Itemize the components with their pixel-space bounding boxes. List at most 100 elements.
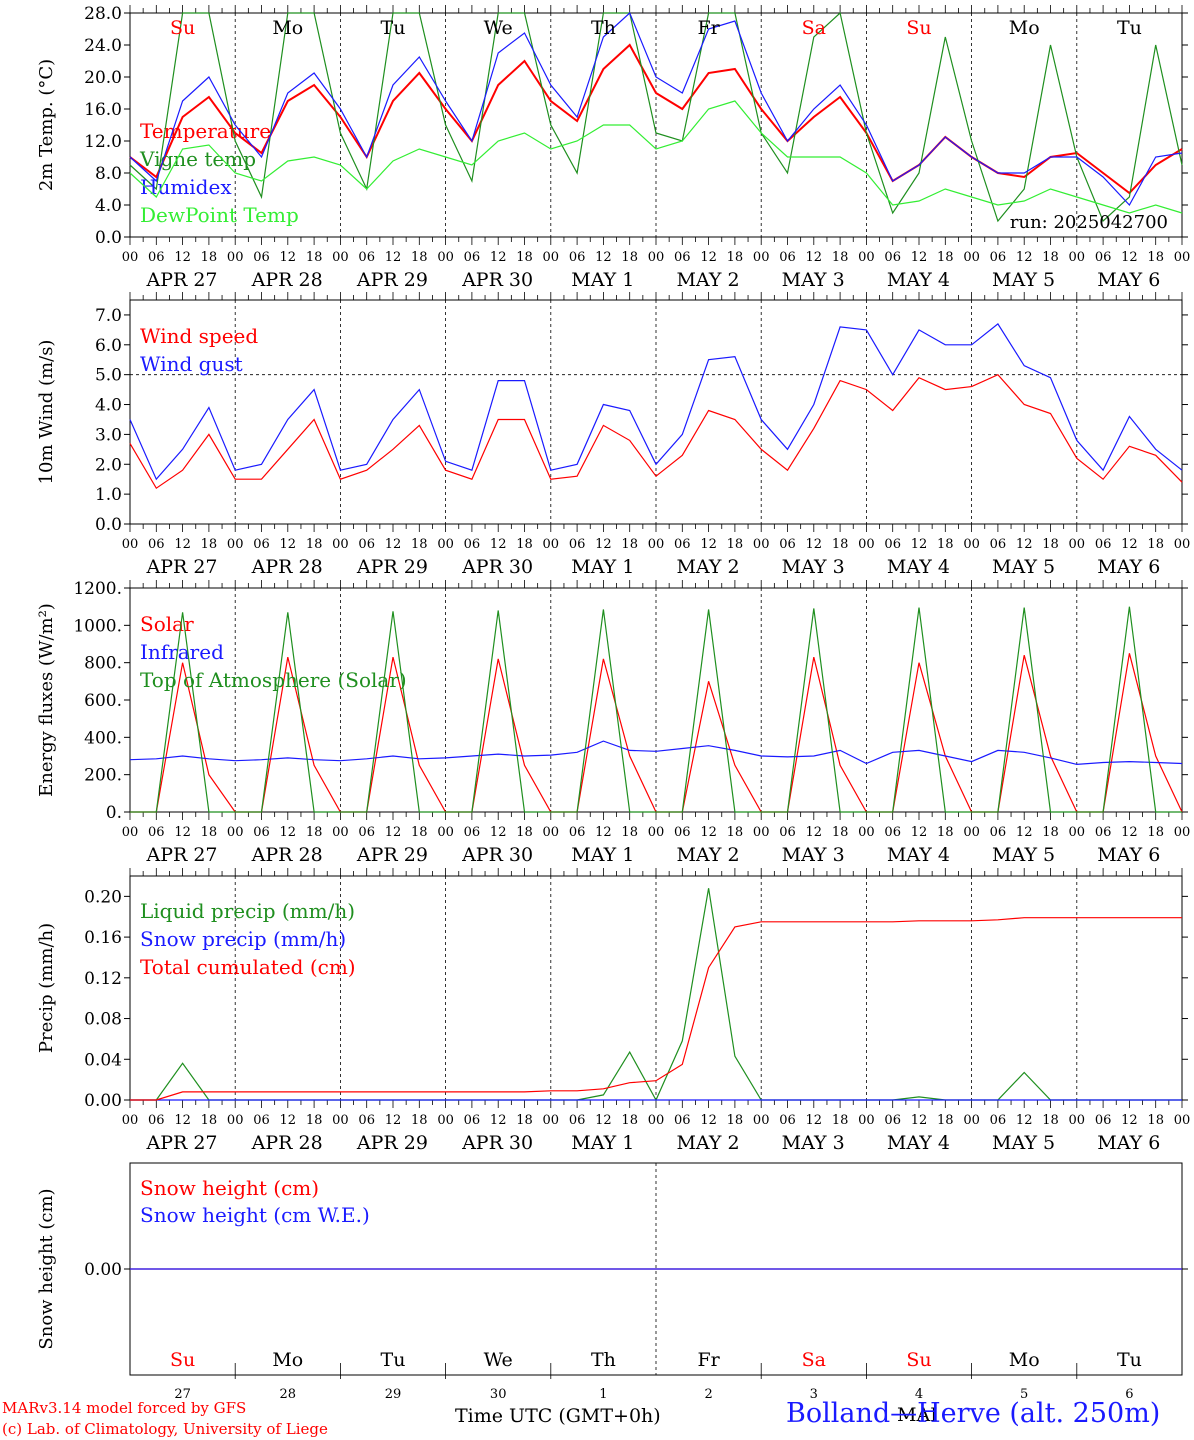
x-hour-label: 18 [201, 537, 218, 552]
x-hour-label: 00 [963, 825, 980, 840]
x-date-label: MAY 3 [782, 556, 845, 578]
x-hour-label: 18 [516, 1113, 533, 1128]
x-hour-label: 06 [464, 537, 481, 552]
legend-entry: Liquid precip (mm/h) [140, 899, 355, 923]
x-hour-label: 12 [806, 825, 823, 840]
x-hour-label: 06 [253, 537, 270, 552]
x-hour-label: 12 [280, 825, 297, 840]
x-date-label: MAY 1 [571, 1132, 634, 1154]
x-hour-label: 12 [490, 1113, 507, 1128]
x-hour-label: 00 [963, 537, 980, 552]
legend-entry: DewPoint Temp [140, 203, 299, 227]
y-tick-label: 0. [106, 803, 122, 823]
legend-entry: Vigne temp [139, 147, 256, 171]
x-date-label: MAY 3 [782, 844, 845, 866]
day-number-label: 28 [280, 1387, 297, 1402]
y-tick-label: 0.20 [84, 887, 122, 907]
time-axis-label: Time UTC (GMT+0h) [455, 1405, 661, 1427]
station-title: Bolland—Herve (alt. 250m) [786, 1398, 1161, 1429]
x-date-label: APR 30 [461, 844, 533, 866]
x-date-label: MAY 5 [992, 844, 1055, 866]
y-axis-label: 10m Wind (m/s) [36, 340, 57, 485]
x-hour-label: 06 [674, 825, 691, 840]
weekday-label: Th [591, 17, 616, 39]
x-hour-label: 06 [1095, 825, 1112, 840]
x-date-label: MAY 2 [676, 1132, 739, 1154]
y-tick-label: 1.0 [95, 485, 122, 505]
x-hour-label: 00 [858, 250, 875, 265]
x-hour-label: 00 [1174, 825, 1191, 840]
x-hour-label: 12 [806, 250, 823, 265]
weekday-label: Tu [1117, 17, 1142, 39]
weekday-label: We [484, 1349, 513, 1371]
x-hour-label: 12 [385, 250, 402, 265]
x-date-label: APR 29 [356, 1132, 428, 1154]
x-hour-label: 18 [201, 1113, 218, 1128]
x-hour-label: 12 [280, 1113, 297, 1128]
x-date-label: APR 27 [145, 269, 217, 291]
x-hour-label: 12 [174, 537, 191, 552]
series-line-temperature [129, 43, 1183, 195]
x-hour-label: 06 [674, 1113, 691, 1128]
day-number-label: 2 [704, 1387, 712, 1402]
x-hour-label: 18 [832, 825, 849, 840]
x-hour-label: 00 [543, 1113, 560, 1128]
x-hour-label: 00 [122, 537, 139, 552]
x-hour-label: 00 [227, 537, 244, 552]
x-hour-label: 00 [437, 825, 454, 840]
x-hour-label: 00 [122, 1113, 139, 1128]
series-line-wind-speed [129, 373, 1183, 490]
x-hour-label: 18 [411, 537, 428, 552]
legend-entry: Top of Atmosphere (Solar) [140, 668, 407, 692]
x-hour-label: 00 [1174, 1113, 1191, 1128]
day-number-label: 5 [1020, 1387, 1028, 1402]
x-hour-label: 00 [963, 1113, 980, 1128]
x-hour-label: 06 [358, 1113, 375, 1128]
x-hour-label: 18 [937, 250, 954, 265]
y-tick-label: 3.0 [95, 425, 122, 445]
y-tick-label: 4.0 [95, 196, 122, 216]
x-hour-label: 12 [1121, 825, 1138, 840]
x-date-label: MAY 3 [782, 1132, 845, 1154]
plot-frame [129, 587, 1183, 813]
x-date-label: APR 28 [251, 1132, 323, 1154]
x-hour-label: 12 [280, 250, 297, 265]
x-hour-label: 06 [358, 537, 375, 552]
x-hour-label: 12 [490, 825, 507, 840]
x-hour-label: 06 [1095, 250, 1112, 265]
x-date-label: MAY 1 [571, 844, 634, 866]
weekday-label: Mo [272, 17, 303, 39]
x-date-label: MAY 4 [887, 556, 950, 578]
y-tick-label: 1000. [73, 616, 122, 636]
x-hour-label: 18 [1147, 537, 1164, 552]
legend-entry: Temperature [140, 119, 271, 143]
day-number-label: 1 [599, 1387, 607, 1402]
y-tick-label: 0.16 [84, 928, 122, 948]
x-hour-label: 12 [490, 250, 507, 265]
x-hour-label: 12 [1121, 250, 1138, 265]
series-line-dewpoint-temp [129, 100, 1183, 214]
x-date-label: MAY 6 [1097, 269, 1160, 291]
chart-panel-4: 0.00 0.04 0.08 0.12 0.16 0.20 00 06 12 18 00 06 12 18… [36, 868, 1190, 1154]
x-hour-label: 18 [306, 825, 323, 840]
x-hour-label: 12 [1121, 1113, 1138, 1128]
x-hour-label: 12 [911, 537, 928, 552]
weekday-label: Su [906, 1349, 931, 1371]
x-hour-label: 18 [937, 825, 954, 840]
series-line-wind-gust [129, 323, 1183, 481]
x-hour-label: 18 [1147, 250, 1164, 265]
x-hour-label: 06 [990, 250, 1007, 265]
weekday-label: Tu [1117, 1349, 1142, 1371]
x-hour-label: 06 [253, 825, 270, 840]
x-hour-label: 18 [1042, 1113, 1059, 1128]
series-line-vigne-temp [129, 11, 1183, 223]
x-date-label: APR 28 [251, 269, 323, 291]
x-hour-label: 00 [227, 1113, 244, 1128]
series-line-humidex [129, 11, 1183, 207]
x-hour-label: 18 [621, 537, 638, 552]
weekday-label: Tu [381, 17, 406, 39]
x-hour-label: 06 [148, 825, 165, 840]
x-hour-label: 06 [674, 537, 691, 552]
legend-entry: Infrared [140, 640, 224, 664]
y-tick-label: 0.12 [84, 969, 122, 989]
